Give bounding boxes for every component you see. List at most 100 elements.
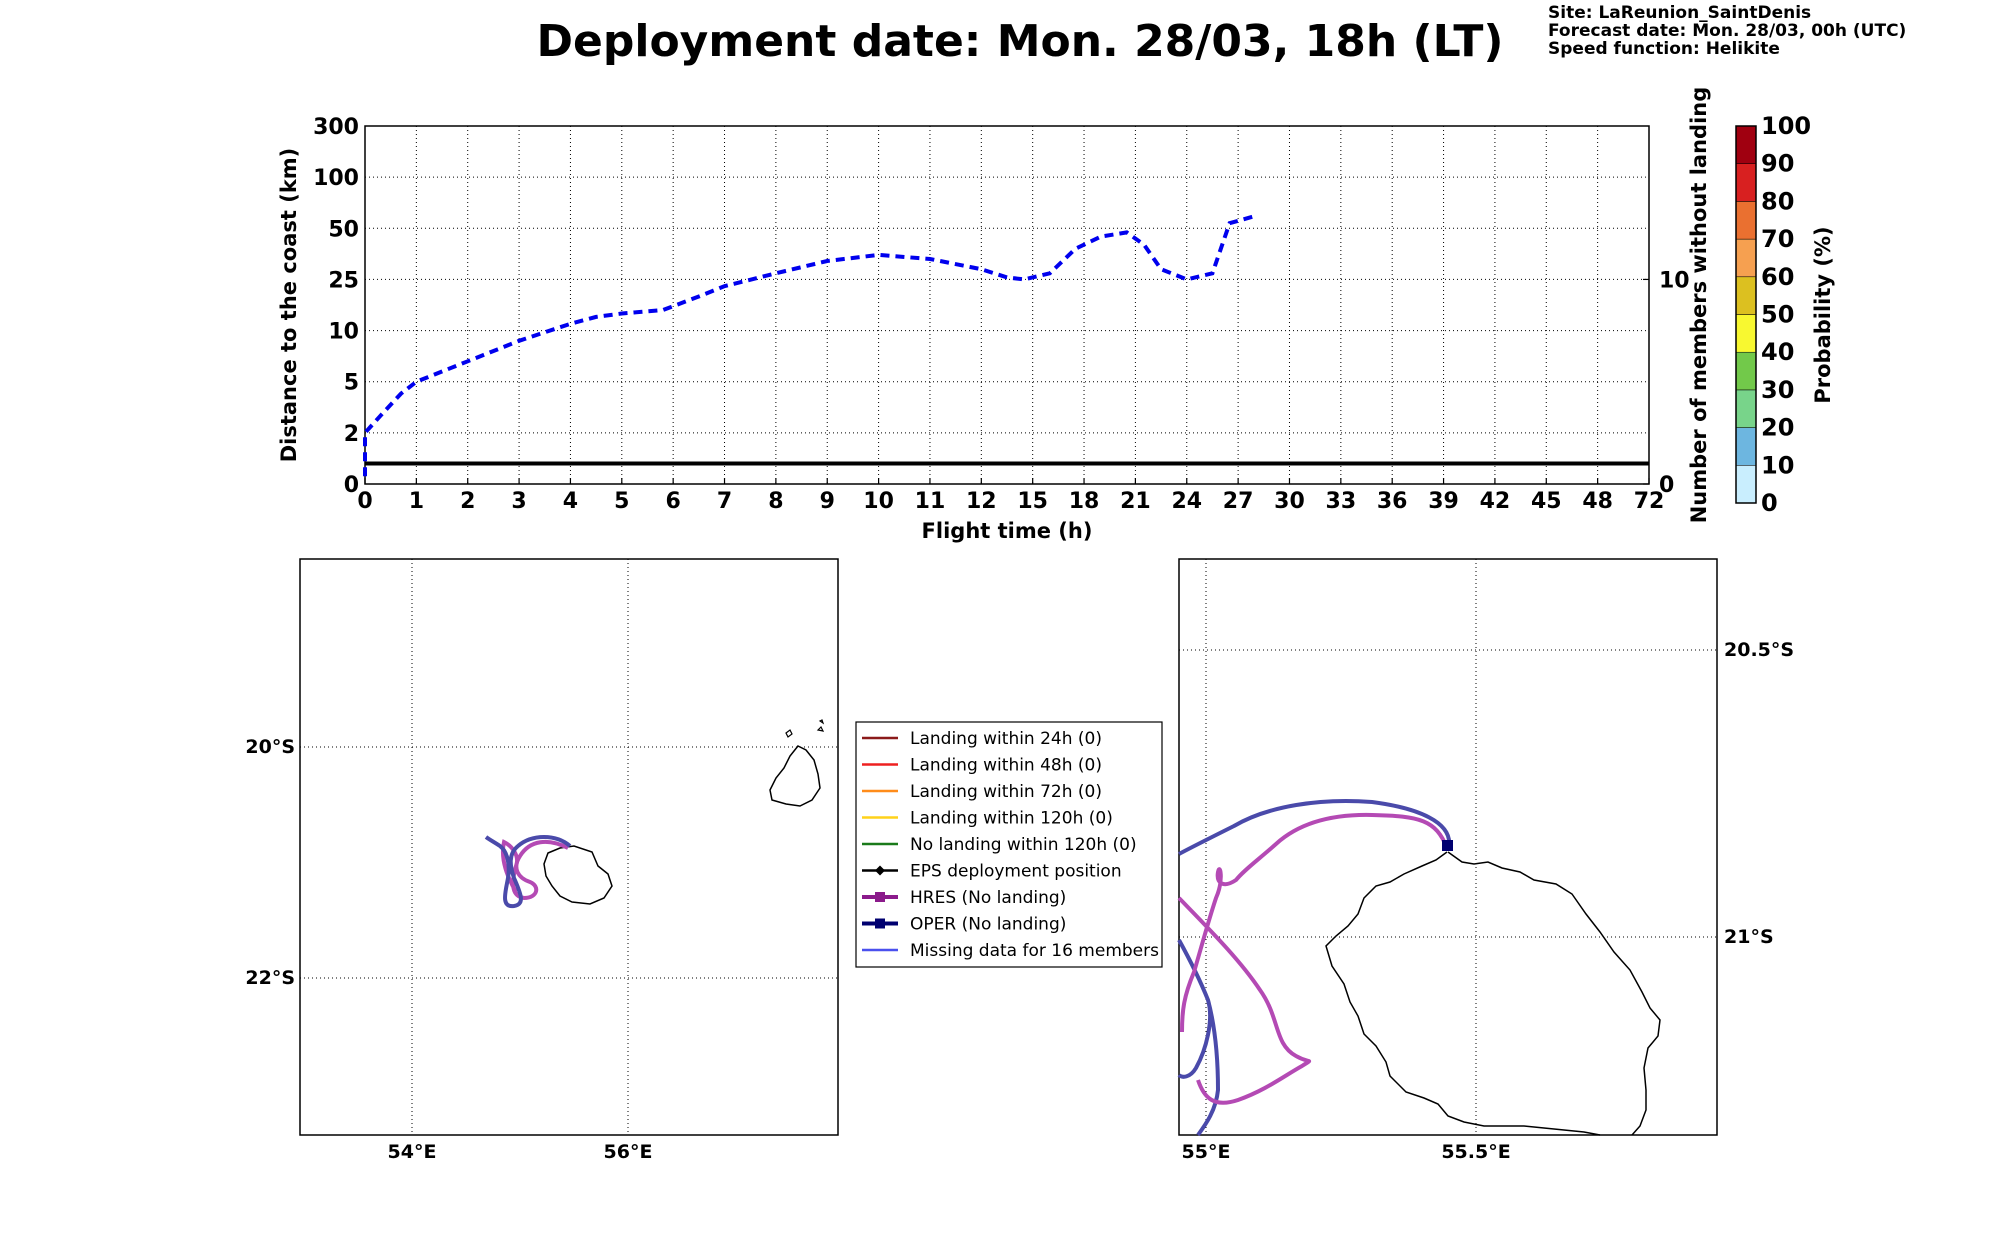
colorbar-tick-label: 70 [1761,225,1794,253]
legend-label: Landing within 72h (0) [910,782,1102,802]
colorbar-box [1735,389,1757,428]
colorbar-tick-label: 40 [1761,338,1794,366]
x-tick-label: 48 [1582,489,1613,514]
y-tick-label: 300 [313,115,359,140]
colorbar-tick-label: 90 [1761,150,1794,178]
chart-frame [364,125,1650,485]
colorbar-tick-label: 100 [1761,112,1811,140]
x-tick-label: 4 [563,489,578,514]
y-axis-label: Distance to the coast (km) [277,148,301,463]
site-label: Site: LaReunion_SaintDenis [1548,3,1811,23]
x-tick-label: 0 [357,489,372,514]
y-tick-label: 2 [344,422,359,447]
map-y-tick-label: 21°S [1724,926,1774,948]
colorbar-box [1735,238,1757,278]
colorbar-box [1735,276,1757,315]
x-tick-label: 24 [1171,489,1202,514]
x-tick-label: 42 [1480,489,1511,514]
map-y-tick-label: 20°S [245,736,295,758]
colorbar-box [1735,427,1757,466]
y-tick-label: 5 [344,371,359,396]
y-right-axis-label: Number of members without landing [1687,87,1711,524]
x-tick-label: 30 [1274,489,1305,514]
oper-track-overview [484,835,572,909]
mauritius-island-outline [769,745,821,807]
colorbar-box [1735,201,1757,240]
x-tick-label: 39 [1428,489,1459,514]
colorbar-box [1735,125,1757,164]
legend-label: Landing within 24h (0) [910,729,1102,749]
x-tick-label: 15 [1017,489,1048,514]
hres-track-zoom [1177,812,1449,1105]
map-x-tick-label: 56°E [604,1141,653,1163]
distance-chart: 0 1 2 3 4 5 6 7 8 9 10 11 12 15 18 21 24 27 30 33 36 39 42 45 48… [277,87,1711,543]
colorbar-tick-label: 10 [1761,451,1794,479]
speed-label: Speed function: Helikite [1548,39,1780,59]
colorbar-tick-label: 50 [1761,301,1794,329]
colorbar-boxes [1735,125,1757,504]
x-tick-labels: 0 1 2 3 4 5 6 7 8 9 10 11 12 15 18 21 24 27 30 33 36 39 42 45 48… [357,478,1664,514]
x-tick-label: 6 [666,489,681,514]
x-tick-label: 21 [1120,489,1151,514]
y-tick-label: 50 [328,217,359,242]
right-tick-label: 10 [1659,268,1690,293]
legend-marker [875,892,885,902]
x-tick-label: 8 [768,489,783,514]
legend-frame [855,721,1163,968]
distance-series-line [363,214,1256,477]
x-tick-label: 9 [820,489,835,514]
legend-item: OPER (No landing) [862,915,1066,935]
colorbar-label: Probability (%) [1811,226,1835,403]
legend-item: Missing data for 16 members [862,941,1159,961]
legend-label: Landing within 48h (0) [910,756,1102,776]
overview-map: 54°E 56°E 20°S 22°S [245,558,839,1163]
forecast-label: Forecast date: Mon. 28/03, 00h (UTC) [1548,21,1906,41]
colorbar-tick-label: 60 [1761,263,1794,291]
legend-item: HRES (No landing) [862,888,1066,908]
x-tick-label: 11 [915,489,946,514]
x-tick-label: 36 [1377,489,1408,514]
x-tick-label: 2 [460,489,475,514]
x-tick-label: 5 [614,489,629,514]
x-axis-label: Flight time (h) [922,519,1093,543]
legend-label: HRES (No landing) [910,888,1066,908]
y-tick-label: 25 [328,268,359,293]
reunion-island-outline [543,845,613,905]
map-y-tick-label: 22°S [245,967,295,989]
small-island-outline [818,719,825,725]
legend-marker [875,865,885,876]
map-x-tick-label: 55°E [1182,1141,1231,1163]
legend-marker [875,918,885,929]
zoom-map: 55°E 55.5°E 20.5°S 21°S [1177,558,1794,1163]
legend-item: Landing within 24h (0) [862,729,1102,749]
colorbar-box [1735,465,1757,504]
colorbar-box [1735,351,1757,391]
legend-item: EPS deployment position [862,862,1122,882]
reunion-coast-outline [1325,851,1661,1136]
legend-item: Landing within 120h (0) [862,809,1113,829]
x-tick-label: 27 [1223,489,1254,514]
colorbar-tick-label: 80 [1761,187,1794,215]
chart-title: Deployment date: Mon. 28/03, 18h (LT) [537,16,1504,67]
colorbar-frame [1735,125,1757,504]
x-tick-label: 72 [1634,489,1665,514]
colorbar-tick-label: 20 [1761,414,1794,442]
map-x-tick-label: 55.5°E [1441,1141,1510,1163]
colorbar-tick-labels: 0 10 20 30 40 50 60 70 80 90 100 [1761,112,1811,517]
map-y-tick-label: 20.5°S [1724,639,1794,661]
x-tick-label: 12 [966,489,997,514]
small-island-outline [785,729,793,738]
y-tick-label: 0 [344,473,359,498]
right-tick-labels: 0 10 [1643,268,1690,498]
chart-grid [365,126,1649,484]
y-tick-label: 100 [313,166,359,191]
legend-item: Landing within 72h (0) [862,782,1102,802]
legend-label: Missing data for 16 members [910,941,1159,961]
right-tick-label: 0 [1659,473,1674,498]
probability-colorbar: 0 10 20 30 40 50 60 70 80 90 100 Probability (%) [1735,112,1835,517]
x-tick-label: 1 [409,489,424,514]
x-tick-label: 7 [717,489,732,514]
legend-label: EPS deployment position [910,862,1122,882]
